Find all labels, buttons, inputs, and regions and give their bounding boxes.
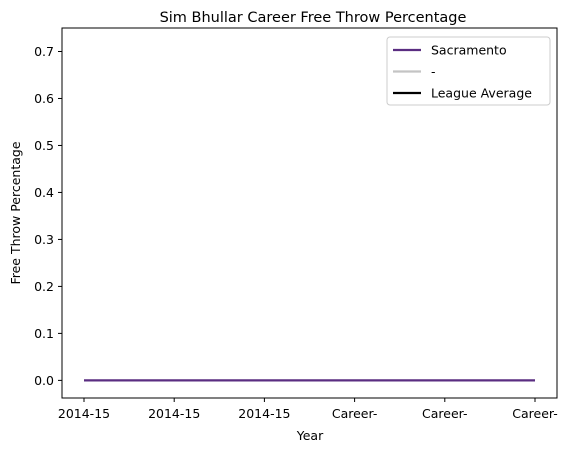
legend-box: [386, 36, 551, 106]
y-tick-label: 0.7: [34, 44, 54, 59]
y-axis-label: Free Throw Percentage: [8, 141, 23, 284]
y-tick-label: 0.1: [34, 326, 54, 341]
x-tick-label: 2014-15: [58, 406, 110, 421]
y-tick-label: 0.0: [34, 373, 54, 388]
x-axis-label: Year: [296, 428, 324, 443]
chart-title: Sim Bhullar Career Free Throw Percentage: [160, 10, 467, 26]
legend: Sacramento - League Average: [386, 36, 551, 106]
x-tick-label: 2014-15: [148, 406, 200, 421]
x-tick-label: 2014-15: [238, 406, 290, 421]
x-axis: 2014-15 2014-15 2014-15 Career- Career- Caree…: [58, 398, 558, 421]
y-tick-label: 0.4: [34, 185, 54, 200]
x-tick-label: Career-: [332, 406, 377, 421]
x-tick-label: Career-: [512, 406, 557, 421]
y-tick-label: 0.3: [34, 232, 54, 247]
y-tick-label: 0.5: [34, 138, 54, 153]
y-tick-label: 0.6: [34, 91, 54, 106]
legend-label: -: [431, 64, 436, 79]
legend-label: Sacramento: [431, 43, 507, 58]
legend-label: League Average: [431, 86, 532, 101]
x-tick-label: Career-: [422, 406, 467, 421]
y-axis: 0.0 0.1 0.2 0.3 0.4 0.5 0.6 0.7: [34, 44, 62, 388]
y-tick-label: 0.2: [34, 279, 54, 294]
